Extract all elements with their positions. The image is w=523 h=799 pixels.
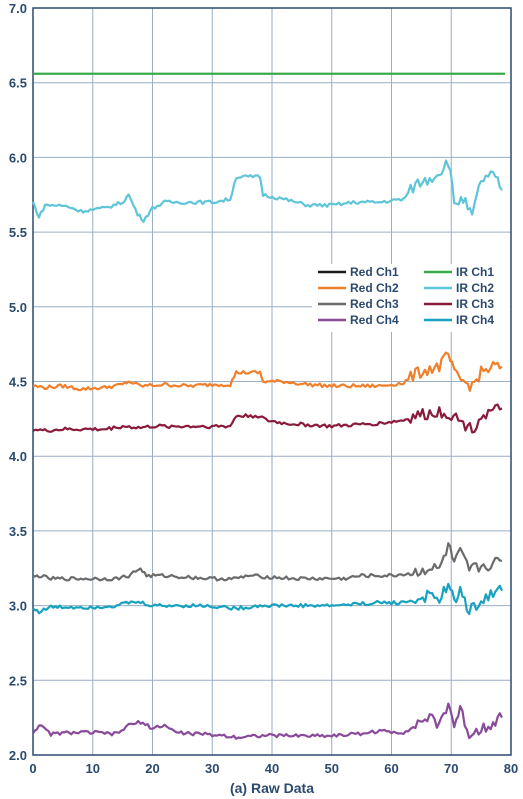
series-layer [31, 72, 506, 740]
y-tick-label: 3.5 [9, 524, 27, 539]
x-tick-label: 60 [384, 761, 398, 776]
legend-label: IR Ch3 [456, 297, 494, 311]
series-line-ir-ch4 [32, 582, 504, 616]
series-line-red-ch4 [32, 702, 503, 740]
x-tick-label: 40 [265, 761, 279, 776]
y-axis-tick-labels: 2.0 2.5 3.0 3.5 4.0 4.5 5.0 5.5 6.0 6.5 7.0 [9, 1, 27, 763]
x-axis-tick-labels: 0 10 20 30 40 50 60 70 80 [29, 761, 518, 776]
x-tick-label: 80 [504, 761, 518, 776]
y-tick-label: 3.0 [9, 599, 27, 614]
x-tick-label: 70 [444, 761, 458, 776]
legend-label: Red Ch3 [350, 297, 399, 311]
y-tick-label: 2.5 [9, 673, 27, 688]
legend-label: IR Ch1 [456, 265, 494, 279]
legend: Red Ch1 IR Ch1 Red Ch2 IR Ch2 Red Ch3 IR Ch3 R… [312, 264, 510, 332]
x-tick-label: 20 [145, 761, 159, 776]
y-tick-label: 5.0 [9, 300, 27, 315]
y-tick-label: 5.5 [9, 225, 27, 240]
series-line-red-ch2 [32, 351, 503, 392]
legend-label: Red Ch1 [350, 265, 399, 279]
y-tick-label: 2.0 [9, 748, 27, 763]
series-line-ir-ch2 [31, 159, 503, 223]
y-tick-label: 6.0 [9, 150, 27, 165]
series-line-ir-ch3 [32, 403, 503, 434]
y-tick-label: 4.5 [9, 375, 27, 390]
y-tick-label: 6.5 [9, 76, 27, 91]
x-tick-label: 10 [86, 761, 100, 776]
legend-label: IR Ch4 [456, 313, 494, 327]
plot-frame [32, 7, 512, 756]
x-tick-label: 50 [325, 761, 339, 776]
series-line-red-ch3 [32, 542, 503, 582]
chart-caption: (a) Raw Data [230, 780, 314, 796]
legend-label: IR Ch2 [456, 281, 494, 295]
legend-label: Red Ch2 [350, 281, 399, 295]
x-tick-label: 0 [29, 761, 36, 776]
x-tick-label: 30 [205, 761, 219, 776]
y-tick-label: 7.0 [9, 1, 27, 16]
y-tick-label: 4.0 [9, 449, 27, 464]
legend-label: Red Ch4 [350, 313, 399, 327]
